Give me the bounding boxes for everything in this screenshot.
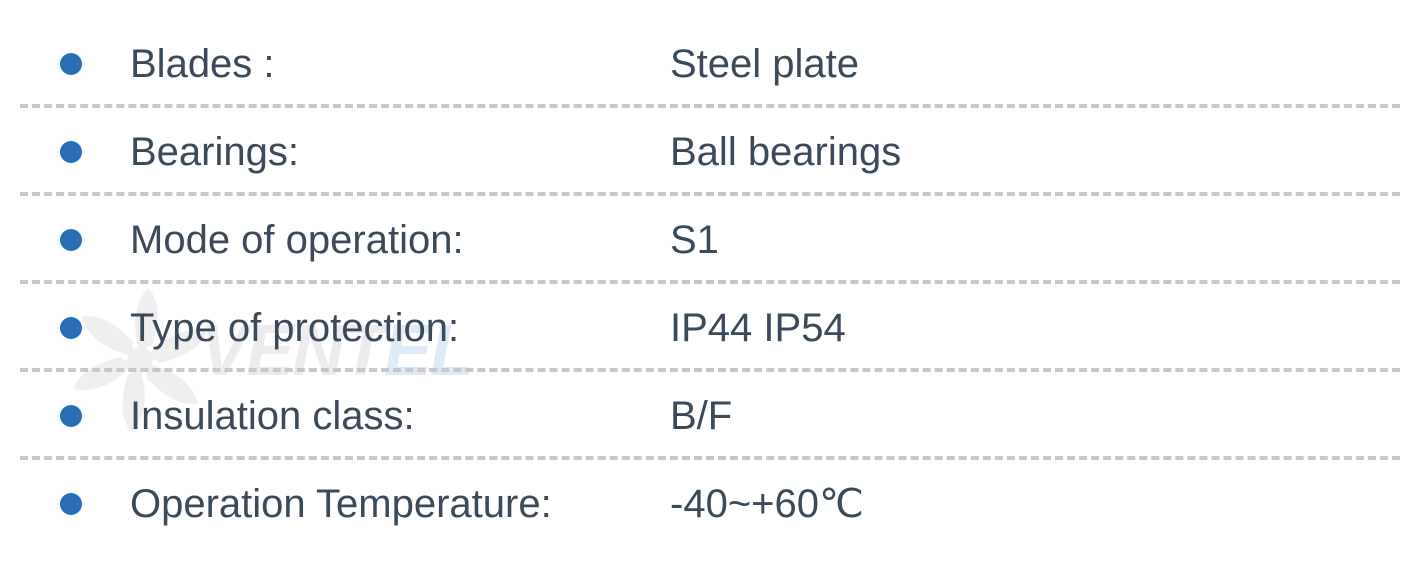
spec-label: Operation Temperature: <box>130 482 670 527</box>
bullet-icon <box>60 405 82 427</box>
spec-list: Blades : Steel plate Bearings: Ball bear… <box>0 0 1420 548</box>
spec-value: Ball bearings <box>670 130 1360 175</box>
spec-label: Type of protection: <box>130 306 670 351</box>
spec-value: IP44 IP54 <box>670 306 1360 351</box>
spec-value: B/F <box>670 394 1360 439</box>
bullet-icon <box>60 493 82 515</box>
bullet-icon <box>60 53 82 75</box>
bullet-icon <box>60 317 82 339</box>
spec-row: Bearings: Ball bearings <box>60 108 1360 196</box>
spec-row: Insulation class: B/F <box>60 372 1360 460</box>
spec-value: S1 <box>670 218 1360 263</box>
spec-row: Mode of operation: S1 <box>60 196 1360 284</box>
spec-label: Insulation class: <box>130 394 670 439</box>
bullet-icon <box>60 141 82 163</box>
spec-value: -40~+60℃ <box>670 481 1360 527</box>
bullet-icon <box>60 229 82 251</box>
spec-label: Mode of operation: <box>130 218 670 263</box>
spec-row: Operation Temperature: -40~+60℃ <box>60 460 1360 548</box>
spec-value: Steel plate <box>670 42 1360 87</box>
spec-row: Blades : Steel plate <box>60 20 1360 108</box>
spec-label: Blades : <box>130 42 670 87</box>
spec-row: Type of protection: IP44 IP54 <box>60 284 1360 372</box>
spec-label: Bearings: <box>130 130 670 175</box>
